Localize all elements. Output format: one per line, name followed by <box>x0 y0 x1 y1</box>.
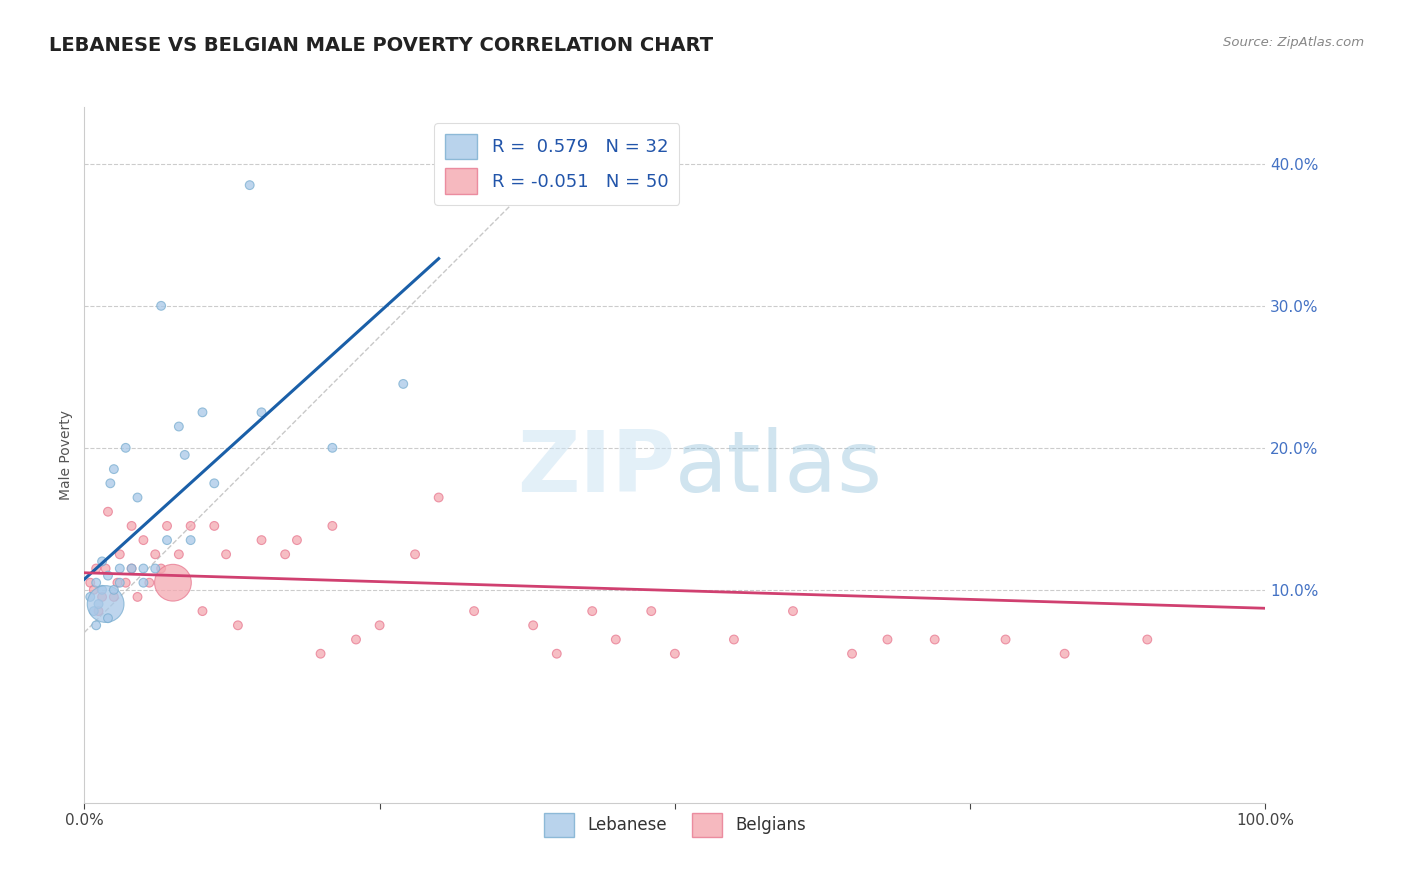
Point <box>180 519 202 533</box>
Point <box>103 462 125 476</box>
Point <box>250 533 273 548</box>
Point <box>84 561 107 575</box>
Point <box>121 561 143 575</box>
Point <box>427 491 450 505</box>
Point <box>156 519 179 533</box>
Point <box>309 647 332 661</box>
Point <box>103 582 125 597</box>
Point <box>640 604 662 618</box>
Point <box>84 575 107 590</box>
Point <box>150 561 173 575</box>
Point <box>143 547 166 561</box>
Point <box>97 611 120 625</box>
Point <box>368 618 391 632</box>
Point <box>924 632 946 647</box>
Point <box>156 533 179 548</box>
Point <box>84 618 107 632</box>
Point <box>87 597 110 611</box>
Point <box>167 547 190 561</box>
Point <box>173 448 195 462</box>
Point <box>150 299 173 313</box>
Point <box>79 575 101 590</box>
Point <box>167 419 190 434</box>
Point <box>91 554 114 568</box>
Point <box>285 533 308 548</box>
Point <box>581 604 603 618</box>
Point <box>132 533 155 548</box>
Point <box>97 505 120 519</box>
Point <box>114 441 136 455</box>
Point <box>108 547 131 561</box>
Point <box>138 575 160 590</box>
Point <box>132 561 155 575</box>
Point <box>94 561 117 575</box>
Point <box>94 597 117 611</box>
Point <box>191 405 214 419</box>
Point <box>546 647 568 661</box>
Point <box>108 561 131 575</box>
Point <box>162 575 184 590</box>
Point <box>87 604 110 618</box>
Point <box>1053 647 1076 661</box>
Point <box>723 632 745 647</box>
Point <box>239 178 262 193</box>
Point <box>321 441 343 455</box>
Text: ZIP: ZIP <box>517 427 675 510</box>
Point <box>108 575 131 590</box>
Point <box>392 376 415 391</box>
Point <box>782 604 804 618</box>
Point <box>121 519 143 533</box>
Point <box>91 590 114 604</box>
Point <box>83 582 105 597</box>
Point <box>107 575 129 590</box>
Point <box>121 561 143 575</box>
Point <box>114 575 136 590</box>
Point <box>1136 632 1159 647</box>
Point <box>98 476 121 491</box>
Point <box>191 604 214 618</box>
Point <box>605 632 627 647</box>
Y-axis label: Male Poverty: Male Poverty <box>59 410 73 500</box>
Point <box>83 604 105 618</box>
Point <box>522 618 544 632</box>
Point <box>103 590 125 604</box>
Point <box>202 476 225 491</box>
Point <box>127 590 149 604</box>
Point <box>463 604 485 618</box>
Point <box>841 647 863 661</box>
Text: atlas: atlas <box>675 427 883 510</box>
Point <box>250 405 273 419</box>
Point <box>226 618 249 632</box>
Point <box>180 533 202 548</box>
Point <box>274 547 297 561</box>
Point <box>91 582 114 597</box>
Text: LEBANESE VS BELGIAN MALE POVERTY CORRELATION CHART: LEBANESE VS BELGIAN MALE POVERTY CORRELA… <box>49 36 713 54</box>
Point <box>215 547 238 561</box>
Legend: Lebanese, Belgians: Lebanese, Belgians <box>537 806 813 843</box>
Point <box>321 519 343 533</box>
Point <box>664 647 686 661</box>
Point <box>994 632 1017 647</box>
Point <box>876 632 898 647</box>
Point <box>143 561 166 575</box>
Point <box>344 632 367 647</box>
Point <box>127 491 149 505</box>
Point <box>79 590 101 604</box>
Point <box>202 519 225 533</box>
Point <box>404 547 426 561</box>
Text: Source: ZipAtlas.com: Source: ZipAtlas.com <box>1223 36 1364 49</box>
Point <box>97 568 120 582</box>
Point <box>132 575 155 590</box>
